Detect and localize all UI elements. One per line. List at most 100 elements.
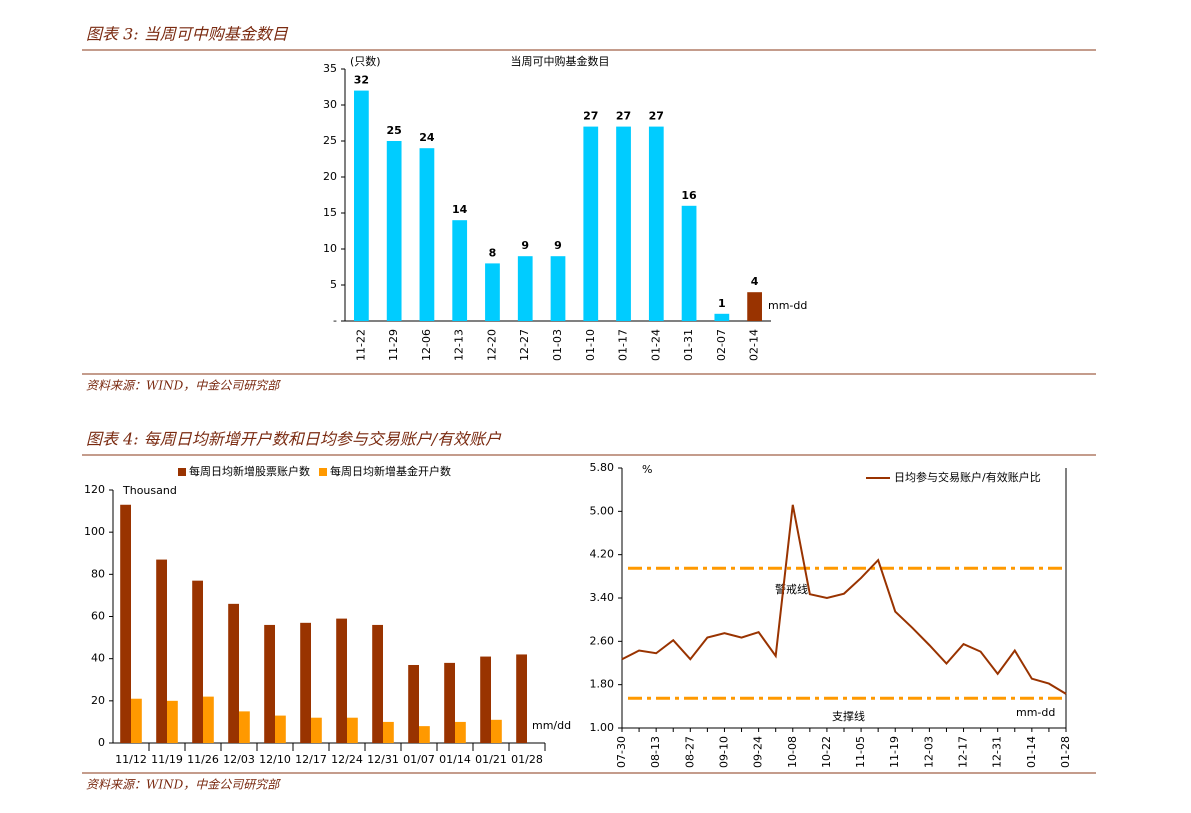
x-tick-label: 08-13 bbox=[649, 736, 662, 768]
bar bbox=[300, 622, 311, 743]
bar bbox=[203, 696, 214, 743]
x-tick-label: 11/12 bbox=[115, 753, 147, 766]
x-tick-label: 12-27 bbox=[518, 329, 531, 361]
x-tick-label: 11-29 bbox=[387, 329, 400, 361]
reference-label: 支撑线 bbox=[832, 709, 865, 723]
x-tick-label: 12/17 bbox=[295, 753, 327, 766]
y-tick-label: 35 bbox=[323, 62, 337, 75]
bar bbox=[714, 313, 730, 321]
data-label: 27 bbox=[583, 110, 598, 123]
y-tick-label: 20 bbox=[91, 694, 105, 707]
y-tick-label: 30 bbox=[323, 98, 337, 111]
figure-source: 资料来源：WIND，中金公司研究部 bbox=[86, 379, 281, 393]
legend-swatch bbox=[319, 468, 327, 476]
bar bbox=[452, 220, 468, 321]
x-tick-label: 11/19 bbox=[151, 753, 183, 766]
x-tick-label: 11/26 bbox=[187, 753, 219, 766]
bar bbox=[372, 624, 383, 743]
bar bbox=[386, 141, 402, 321]
bar bbox=[491, 719, 502, 743]
x-tick-label: 07-30 bbox=[615, 736, 628, 768]
x-tick-label: 10-22 bbox=[820, 736, 833, 768]
legend-label: 每周日均新增股票账户数 bbox=[189, 464, 310, 478]
y-tick-label: 5 bbox=[330, 278, 337, 291]
bar bbox=[239, 711, 250, 743]
x-tick-label: 02-07 bbox=[715, 329, 728, 361]
bar bbox=[131, 698, 142, 743]
legend-swatch bbox=[178, 468, 186, 476]
y-tick-label: - bbox=[333, 314, 337, 327]
x-tick-label: 01-14 bbox=[1025, 736, 1038, 768]
y-tick-label: 5.80 bbox=[590, 461, 615, 474]
bar bbox=[354, 90, 369, 321]
x-tick-label: 01/28 bbox=[511, 753, 543, 766]
data-label: 24 bbox=[419, 131, 435, 144]
x-tick-label: 01-03 bbox=[551, 329, 564, 361]
x-tick-label: 12-13 bbox=[453, 329, 466, 361]
bar bbox=[444, 662, 455, 743]
x-tick-label: 08-27 bbox=[683, 736, 696, 768]
bar bbox=[336, 618, 347, 743]
data-label: 9 bbox=[554, 239, 562, 252]
x-tick-label: 09-10 bbox=[717, 736, 730, 768]
bar bbox=[383, 721, 394, 743]
x-tick-label: 01-31 bbox=[682, 329, 695, 361]
bar bbox=[648, 126, 664, 321]
bar bbox=[408, 664, 419, 743]
x-tick-label: 12-20 bbox=[485, 329, 498, 361]
bar bbox=[156, 559, 167, 743]
bar bbox=[419, 726, 430, 743]
bar bbox=[419, 148, 435, 321]
y-tick-label: 10 bbox=[323, 242, 337, 255]
x-tick-label: 12-06 bbox=[420, 329, 433, 361]
x-tick-label: 12/03 bbox=[223, 753, 255, 766]
x-tick-label: 12/31 bbox=[367, 753, 399, 766]
x-tick-label: 11-05 bbox=[854, 736, 867, 768]
x-tick-label: 01-17 bbox=[617, 329, 630, 361]
y-unit: (只数) bbox=[350, 55, 381, 68]
data-label: 27 bbox=[649, 110, 664, 123]
annotation: mm/dd bbox=[532, 719, 571, 732]
chart-title: 当周可中购基金数目 bbox=[511, 54, 610, 68]
bar bbox=[616, 126, 631, 321]
x-tick-label: 12/24 bbox=[331, 753, 363, 766]
x-tick-label: 11-22 bbox=[354, 329, 367, 361]
data-label: 32 bbox=[354, 74, 369, 87]
y-tick-label: 5.00 bbox=[590, 504, 615, 517]
bar bbox=[516, 654, 527, 743]
legend-label: 每周日均新增基金开户数 bbox=[330, 464, 451, 478]
bar bbox=[455, 721, 466, 743]
data-label: 4 bbox=[751, 275, 759, 288]
x-tick-label: 12/10 bbox=[259, 753, 291, 766]
x-tick-label: 02-14 bbox=[748, 329, 761, 361]
y-tick-label: 25 bbox=[323, 134, 337, 147]
bar bbox=[517, 256, 533, 321]
y-tick-label: 4.20 bbox=[590, 548, 615, 561]
x-tick-label: 01-24 bbox=[649, 329, 662, 361]
figure-source: 资料来源：WIND，中金公司研究部 bbox=[86, 778, 281, 792]
x-tick-label: 01-10 bbox=[584, 329, 597, 361]
y-tick-label: 3.40 bbox=[590, 591, 615, 604]
bar bbox=[480, 656, 491, 743]
y-tick-label: 15 bbox=[323, 206, 337, 219]
bar bbox=[167, 700, 178, 743]
x-tick-label: 12-03 bbox=[922, 736, 935, 768]
y-unit: % bbox=[642, 463, 652, 476]
x-tick-label: 01/07 bbox=[403, 753, 435, 766]
y-unit: Thousand bbox=[122, 484, 177, 497]
y-tick-label: 100 bbox=[84, 525, 105, 538]
bar bbox=[747, 292, 762, 321]
figure-title: 图表 4: 每周日均新增开户数和日均参与交易账户/有效账户 bbox=[86, 430, 502, 449]
x-tick-label: 01-28 bbox=[1059, 736, 1072, 768]
x-tick-label: 09-24 bbox=[752, 736, 765, 768]
x-tick-label: 11-19 bbox=[888, 736, 901, 768]
y-tick-label: 1.00 bbox=[590, 721, 615, 734]
data-label: 8 bbox=[489, 246, 497, 259]
legend-label: 日均参与交易账户/有效账户比 bbox=[894, 470, 1041, 484]
data-label: 16 bbox=[681, 189, 697, 202]
y-tick-label: 2.60 bbox=[590, 634, 615, 647]
bar bbox=[485, 263, 500, 321]
bar bbox=[228, 603, 239, 743]
y-tick-label: 40 bbox=[91, 652, 105, 665]
